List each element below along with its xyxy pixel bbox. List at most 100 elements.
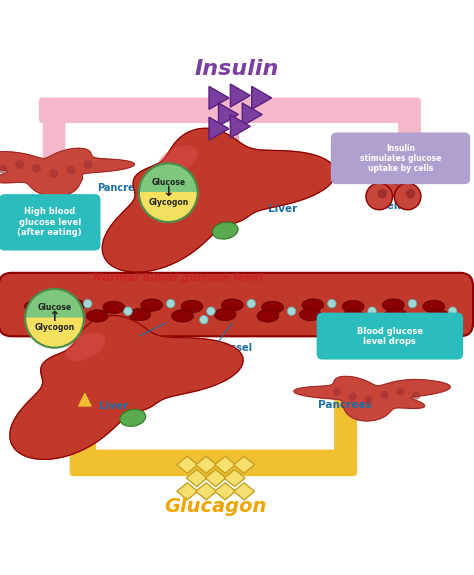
Text: Glucose: Glucose	[37, 304, 72, 312]
Circle shape	[348, 393, 357, 401]
Ellipse shape	[103, 301, 125, 313]
Ellipse shape	[129, 308, 151, 321]
Text: Pancreas: Pancreas	[97, 183, 147, 193]
Polygon shape	[177, 456, 198, 473]
Ellipse shape	[342, 310, 364, 322]
Text: Glucose: Glucose	[113, 338, 157, 347]
Circle shape	[124, 307, 132, 316]
Circle shape	[247, 300, 255, 308]
Circle shape	[406, 189, 415, 198]
Circle shape	[394, 156, 421, 183]
Circle shape	[32, 164, 41, 173]
Circle shape	[377, 162, 387, 172]
Ellipse shape	[221, 299, 243, 311]
Circle shape	[368, 307, 376, 316]
Polygon shape	[139, 163, 198, 193]
Text: Insulin: Insulin	[195, 59, 279, 79]
Polygon shape	[25, 319, 84, 348]
Text: High blood
glucose level
(after eating): High blood glucose level (after eating)	[18, 207, 82, 237]
Circle shape	[83, 300, 92, 308]
Text: Blood glucose
level drops: Blood glucose level drops	[356, 327, 423, 346]
Ellipse shape	[172, 310, 193, 322]
Ellipse shape	[63, 299, 84, 311]
Circle shape	[62, 316, 71, 324]
Circle shape	[83, 160, 92, 169]
Text: Liver: Liver	[268, 204, 297, 214]
Circle shape	[380, 391, 389, 399]
Polygon shape	[177, 483, 198, 500]
Ellipse shape	[385, 308, 407, 321]
Polygon shape	[10, 316, 243, 459]
Polygon shape	[196, 456, 217, 473]
FancyBboxPatch shape	[224, 97, 421, 123]
Text: ↑: ↑	[49, 310, 60, 324]
Text: Glucagon: Glucagon	[164, 497, 267, 516]
Circle shape	[406, 162, 415, 172]
Polygon shape	[205, 470, 226, 486]
Circle shape	[287, 307, 296, 316]
Polygon shape	[234, 483, 255, 500]
Circle shape	[394, 183, 421, 210]
Ellipse shape	[300, 308, 321, 321]
Polygon shape	[196, 483, 217, 500]
Polygon shape	[25, 289, 84, 319]
FancyBboxPatch shape	[43, 114, 65, 167]
Polygon shape	[102, 128, 336, 272]
Ellipse shape	[25, 300, 46, 313]
Polygon shape	[215, 456, 236, 473]
FancyBboxPatch shape	[317, 313, 463, 359]
Circle shape	[49, 169, 58, 178]
Circle shape	[207, 307, 215, 316]
Circle shape	[377, 189, 387, 198]
Circle shape	[365, 396, 373, 404]
Polygon shape	[234, 456, 255, 473]
Ellipse shape	[212, 222, 238, 239]
FancyBboxPatch shape	[0, 194, 100, 251]
Text: Liver: Liver	[99, 401, 128, 411]
Circle shape	[366, 183, 392, 210]
Ellipse shape	[383, 299, 404, 311]
Circle shape	[0, 164, 7, 174]
FancyBboxPatch shape	[331, 132, 470, 184]
Text: Insulin
stimulates glucose
uptake by cells: Insulin stimulates glucose uptake by cel…	[360, 144, 441, 174]
Ellipse shape	[214, 308, 236, 321]
Circle shape	[41, 308, 49, 316]
FancyBboxPatch shape	[70, 450, 357, 476]
Ellipse shape	[141, 299, 163, 311]
Ellipse shape	[44, 308, 65, 321]
Ellipse shape	[86, 310, 108, 322]
FancyBboxPatch shape	[398, 114, 421, 167]
Ellipse shape	[262, 301, 283, 313]
Ellipse shape	[342, 300, 364, 313]
Circle shape	[380, 170, 407, 197]
FancyBboxPatch shape	[334, 385, 357, 461]
FancyBboxPatch shape	[0, 273, 473, 336]
Text: Glucose: Glucose	[151, 178, 185, 187]
Ellipse shape	[428, 310, 449, 322]
Text: Blood vessel: Blood vessel	[183, 343, 253, 354]
Circle shape	[446, 316, 455, 324]
Circle shape	[200, 316, 208, 324]
Ellipse shape	[65, 333, 105, 361]
Text: Normal blood glucose level: Normal blood glucose level	[92, 273, 263, 283]
Circle shape	[323, 316, 331, 324]
Circle shape	[333, 388, 341, 396]
FancyBboxPatch shape	[73, 385, 96, 461]
Circle shape	[366, 156, 392, 183]
Polygon shape	[0, 148, 134, 197]
Circle shape	[448, 307, 457, 316]
Ellipse shape	[120, 409, 146, 426]
Circle shape	[15, 160, 24, 169]
Circle shape	[396, 387, 404, 396]
Circle shape	[66, 166, 75, 175]
Text: Glycogon: Glycogon	[148, 198, 188, 206]
Circle shape	[392, 175, 401, 185]
Text: Pancreas: Pancreas	[318, 400, 371, 411]
Circle shape	[328, 300, 336, 308]
Text: Cells: Cells	[379, 201, 408, 211]
Text: Glycogon: Glycogon	[35, 323, 74, 332]
FancyBboxPatch shape	[39, 97, 227, 123]
Polygon shape	[294, 377, 450, 421]
Text: ↓: ↓	[163, 185, 174, 199]
Polygon shape	[215, 483, 236, 500]
